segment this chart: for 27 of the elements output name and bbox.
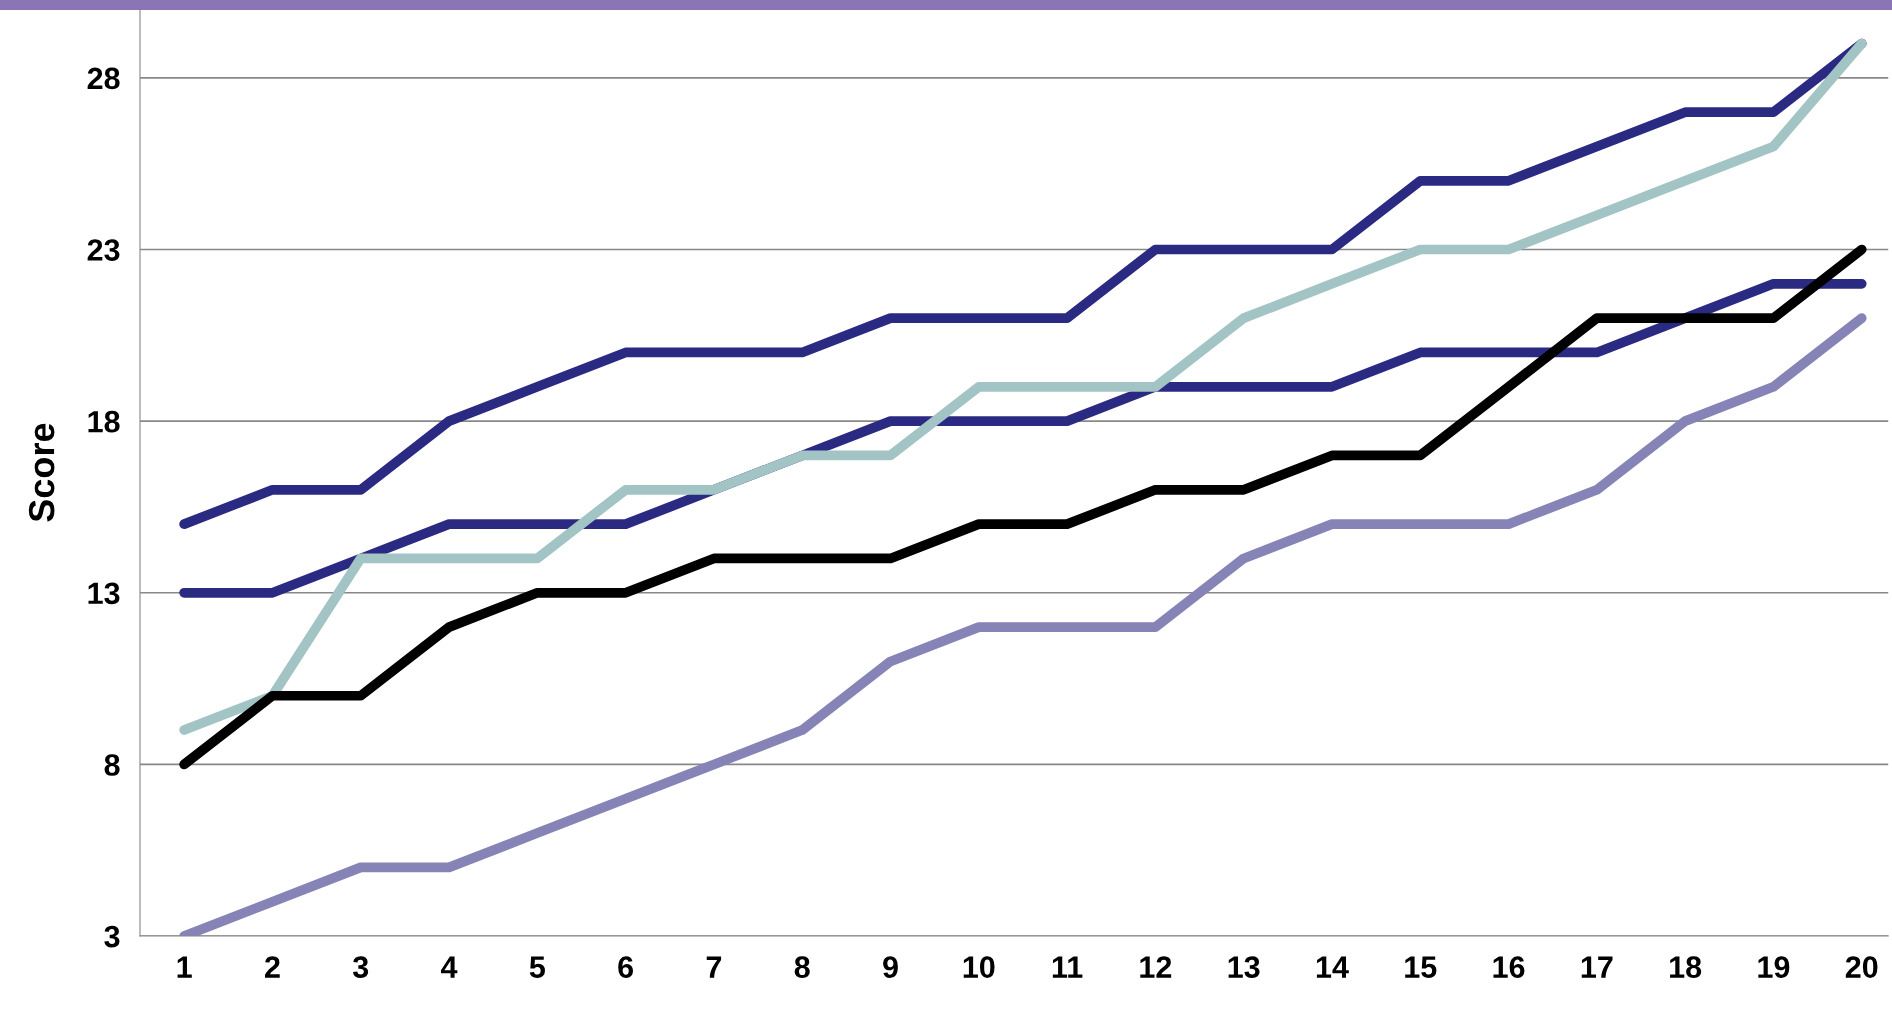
y-tick-label: 18 [88,410,120,433]
x-tick-label: 3 [352,956,369,978]
x-tick-label: 18 [1670,956,1702,978]
x-tick-label: 17 [1581,956,1613,978]
x-tick-label: 19 [1758,956,1790,978]
x-tick-label: 11 [1052,956,1083,978]
x-tick-label: 8 [794,956,810,978]
x-tick-label: 16 [1493,956,1525,978]
x-tick-label: 15 [1405,956,1437,978]
x-tick-label: 9 [883,956,898,978]
y-tick-label: 8 [104,754,120,776]
y-tick-label: 3 [104,925,120,948]
x-tick-label: 7 [706,956,722,978]
x-tick-label: 6 [618,956,634,978]
y-axis-title: Score [28,423,55,522]
x-tick-label: 12 [1140,956,1172,978]
x-tick-label: 20 [1845,956,1878,978]
x-tick-label: 5 [529,956,545,978]
x-tick-label: 2 [265,956,280,978]
x-tick-label: 14 [1316,956,1349,978]
x-tick-label: 10 [963,956,995,978]
y-tick-label: 13 [88,582,120,605]
y-tick-label: 28 [87,67,120,90]
x-tick-label: 13 [1228,956,1260,978]
x-tick-label: 4 [441,956,458,978]
x-tick-label: 1 [177,956,192,978]
y-tick-label: 23 [87,239,120,261]
